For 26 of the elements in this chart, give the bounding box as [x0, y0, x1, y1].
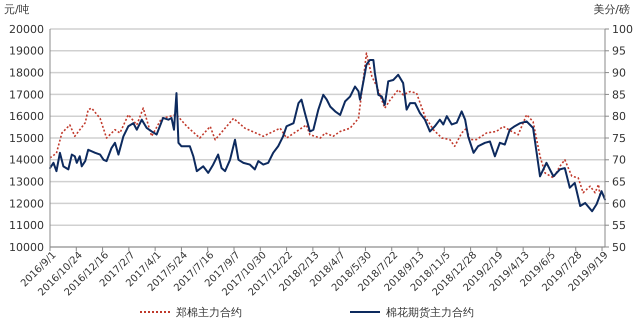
y-tick-label: 15000 [9, 132, 44, 145]
y2-tick-label: 55 [612, 219, 626, 232]
y2-tick-label: 95 [612, 44, 626, 58]
y-tick-label: 14000 [9, 154, 44, 167]
y-tick-label: 11000 [9, 219, 44, 232]
y2-tick-label: 60 [612, 197, 626, 210]
y2-tick-label: 65 [612, 175, 626, 188]
y2-axis-title: 美分/磅 [593, 3, 630, 16]
y2-tick-label: 50 [612, 240, 626, 254]
y-tick-label: 10000 [9, 240, 44, 254]
y-tick-label: 12000 [9, 197, 44, 210]
y-tick-label: 20000 [9, 22, 44, 36]
y-tick-label: 17000 [9, 88, 44, 102]
legend-label: 郑棉主力合约 [176, 306, 242, 319]
y-tick-label: 13000 [9, 175, 44, 188]
legend-label: 棉花期货主力合约 [386, 306, 474, 319]
y2-tick-label: 80 [612, 110, 626, 124]
y2-tick-label: 75 [612, 132, 626, 145]
y-tick-label: 18000 [9, 66, 44, 80]
y2-tick-label: 90 [612, 66, 626, 80]
y2-tick-label: 85 [612, 88, 626, 102]
y2-tick-label: 100 [612, 22, 633, 36]
y2-tick-label: 70 [612, 154, 626, 167]
y-tick-label: 16000 [9, 110, 44, 124]
y-axis-title: 元/吨 [4, 3, 30, 16]
y-tick-label: 19000 [9, 44, 44, 58]
